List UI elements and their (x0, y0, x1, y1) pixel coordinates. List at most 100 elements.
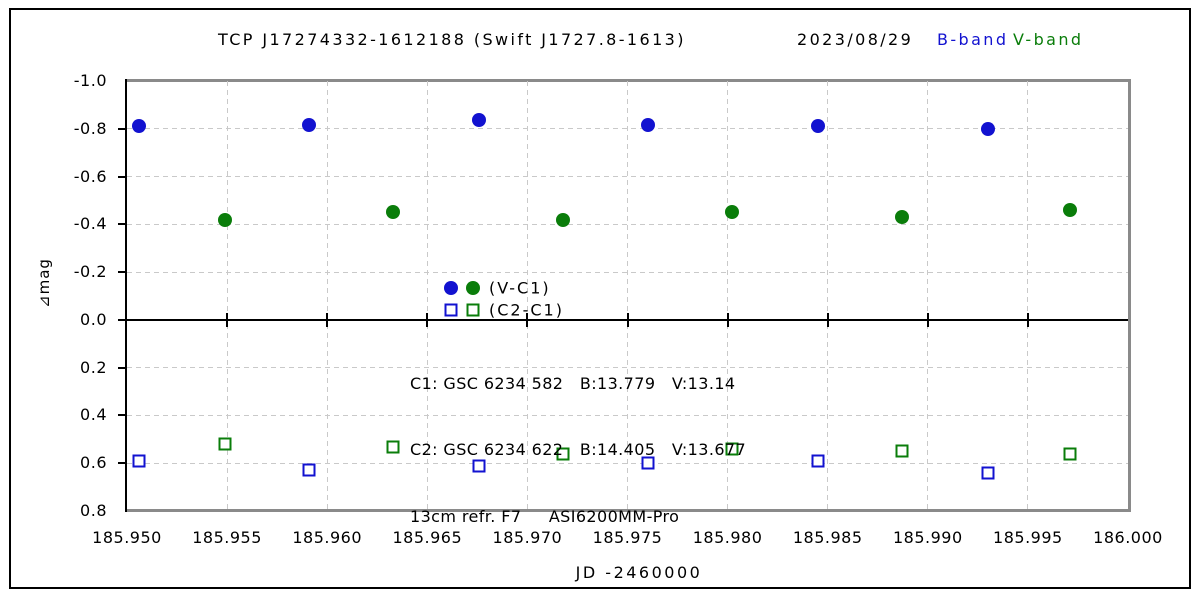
data-point (640, 118, 655, 133)
info-line-equipment: 13cm refr. F7 ASI6200MM-Pro (410, 507, 680, 527)
zero-line-tick (726, 312, 729, 327)
data-point (810, 119, 825, 134)
x-gridline (526, 81, 528, 511)
chart-title-target: TCP J17274332-1612188 (Swift J1727.8-161… (218, 30, 686, 49)
legend-marker-b-filled-circle (444, 281, 458, 295)
y-axis-tick (118, 175, 126, 178)
x-tick-label: 185.980 (692, 528, 763, 547)
data-point (218, 437, 232, 451)
data-point (725, 442, 739, 456)
x-tick-label: 185.975 (592, 528, 663, 547)
data-point (980, 121, 995, 136)
data-point (218, 212, 233, 227)
x-gridline (1027, 81, 1029, 511)
y-tick-label: -0.6 (73, 166, 107, 186)
data-point (556, 447, 570, 461)
y-tick-label: 0.2 (80, 357, 107, 377)
y-axis-tick (118, 414, 126, 417)
data-point (1063, 447, 1077, 461)
info-line-c1: C1: GSC 6234 582 B:13.779 V:13.14 (410, 373, 736, 393)
y-axis-tick (118, 366, 126, 369)
zero-line-tick (826, 312, 829, 327)
plot-border-left (125, 79, 127, 512)
legend-marker-b-open-square (444, 303, 458, 317)
y-tick-label: -1.0 (73, 71, 107, 90)
data-point (302, 118, 317, 133)
zero-line-tick (1026, 312, 1029, 327)
data-point (894, 210, 909, 225)
x-gridline (226, 81, 228, 511)
data-point (811, 454, 825, 468)
data-point (556, 212, 571, 227)
info-block: C1: GSC 6234 582 B:13.779 V:13.14 C2: GS… (410, 328, 746, 573)
x-gridline (326, 81, 328, 511)
x-gridline (727, 81, 729, 511)
y-gridline (127, 128, 1128, 130)
y-tick-label: 0.8 (80, 501, 107, 520)
data-point (132, 454, 146, 468)
legend-v-band-label: V-band (1013, 30, 1084, 49)
y-axis-tick (118, 271, 126, 274)
data-point (1062, 203, 1077, 217)
legend-marker-v-filled-circle (466, 281, 480, 295)
x-tick-label: 185.960 (292, 528, 363, 547)
y-tick-label: 0.0 (80, 309, 107, 329)
y-gridline (127, 414, 1128, 416)
x-gridline (927, 81, 929, 511)
y-axis-tick (118, 462, 126, 465)
zero-line-tick (426, 312, 429, 327)
data-point (386, 440, 400, 453)
zero-line-tick (526, 312, 529, 327)
x-gridline (627, 81, 628, 511)
data-point (641, 456, 655, 470)
x-tick-label: 185.965 (392, 528, 463, 547)
x-tick-label: 185.990 (892, 528, 963, 547)
data-point (472, 113, 487, 128)
y-tick-label: -0.8 (73, 118, 107, 138)
y-gridline (127, 176, 1128, 178)
y-axis-tick (118, 223, 126, 226)
data-point (981, 466, 995, 480)
data-point (302, 463, 316, 477)
legend-marker-v-open-square (466, 303, 480, 317)
y-axis-title: ⊿mag (35, 258, 53, 308)
zero-line-tick (626, 312, 629, 327)
y-gridline (127, 271, 1128, 273)
outer-frame (9, 8, 1191, 589)
x-gridline (426, 81, 428, 511)
data-point (724, 205, 739, 220)
y-axis-tick (118, 318, 126, 321)
x-tick-label: 185.985 (792, 528, 863, 547)
y-axis-tick (118, 127, 126, 130)
data-point (132, 119, 146, 134)
zero-line-tick (326, 312, 329, 327)
zero-line-tick (226, 312, 229, 327)
plot-border-top (125, 79, 1131, 82)
legend-label-vc1: (V-C1) (489, 278, 551, 298)
data-point (472, 459, 486, 473)
legend-label-c2c1: (C2-C1) (489, 300, 564, 320)
x-tick-label: 185.950 (92, 528, 162, 547)
y-tick-label: 0.6 (80, 453, 107, 473)
x-tick-label: 185.995 (993, 528, 1063, 547)
x-tick-label: 185.955 (192, 528, 262, 547)
y-gridline (127, 367, 1128, 369)
info-line-c2: C2: GSC 6234 622 B:14.405 V:13.677 (410, 440, 747, 460)
y-tick-label: -0.4 (73, 214, 107, 234)
y-gridline (127, 223, 1128, 225)
x-tick-label: 185.970 (492, 528, 563, 547)
x-tick-label: 186.000 (1093, 528, 1163, 547)
zero-line-tick (926, 312, 929, 327)
data-point (386, 205, 401, 220)
chart-title-date: 2023/08/29 (797, 30, 914, 49)
y-tick-label: 0.4 (80, 405, 107, 425)
y-tick-label: -0.2 (73, 262, 107, 282)
x-gridline (827, 81, 829, 511)
plot-border-bottom (125, 509, 1131, 512)
plot-border-right (1128, 79, 1131, 512)
x-axis-title: JD -2460000 (575, 563, 703, 582)
legend-b-band-label: B-band (937, 30, 1009, 49)
data-point (895, 444, 909, 458)
y-gridline (127, 462, 1128, 464)
